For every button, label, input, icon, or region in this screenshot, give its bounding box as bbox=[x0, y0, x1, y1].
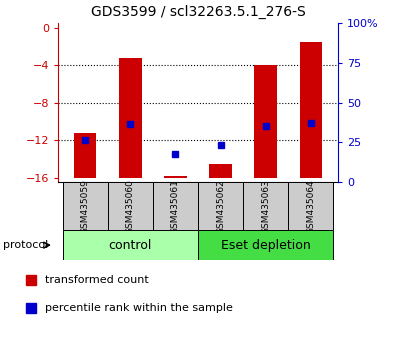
Bar bbox=[198, 182, 243, 230]
Text: Eset depletion: Eset depletion bbox=[221, 239, 311, 252]
Bar bbox=[74, 133, 96, 178]
Text: transformed count: transformed count bbox=[45, 275, 149, 285]
Bar bbox=[108, 182, 153, 230]
Text: percentile rank within the sample: percentile rank within the sample bbox=[45, 303, 233, 313]
Text: GSM435064: GSM435064 bbox=[306, 179, 316, 234]
Bar bbox=[254, 65, 277, 178]
Bar bbox=[62, 230, 198, 260]
Bar bbox=[62, 182, 108, 230]
Bar bbox=[198, 230, 334, 260]
Text: control: control bbox=[108, 239, 152, 252]
Bar bbox=[153, 182, 198, 230]
Text: GSM435062: GSM435062 bbox=[216, 179, 225, 234]
Bar bbox=[209, 164, 232, 178]
Bar bbox=[288, 182, 334, 230]
Text: GSM435061: GSM435061 bbox=[171, 179, 180, 234]
Text: GSM435059: GSM435059 bbox=[80, 179, 90, 234]
Bar bbox=[300, 42, 322, 178]
Bar bbox=[164, 176, 187, 178]
Bar bbox=[243, 182, 288, 230]
Text: GSM435060: GSM435060 bbox=[126, 179, 135, 234]
Text: protocol: protocol bbox=[3, 240, 48, 250]
Text: GSM435063: GSM435063 bbox=[261, 179, 270, 234]
Title: GDS3599 / scl32263.5.1_276-S: GDS3599 / scl32263.5.1_276-S bbox=[91, 5, 305, 19]
Bar bbox=[119, 58, 142, 178]
